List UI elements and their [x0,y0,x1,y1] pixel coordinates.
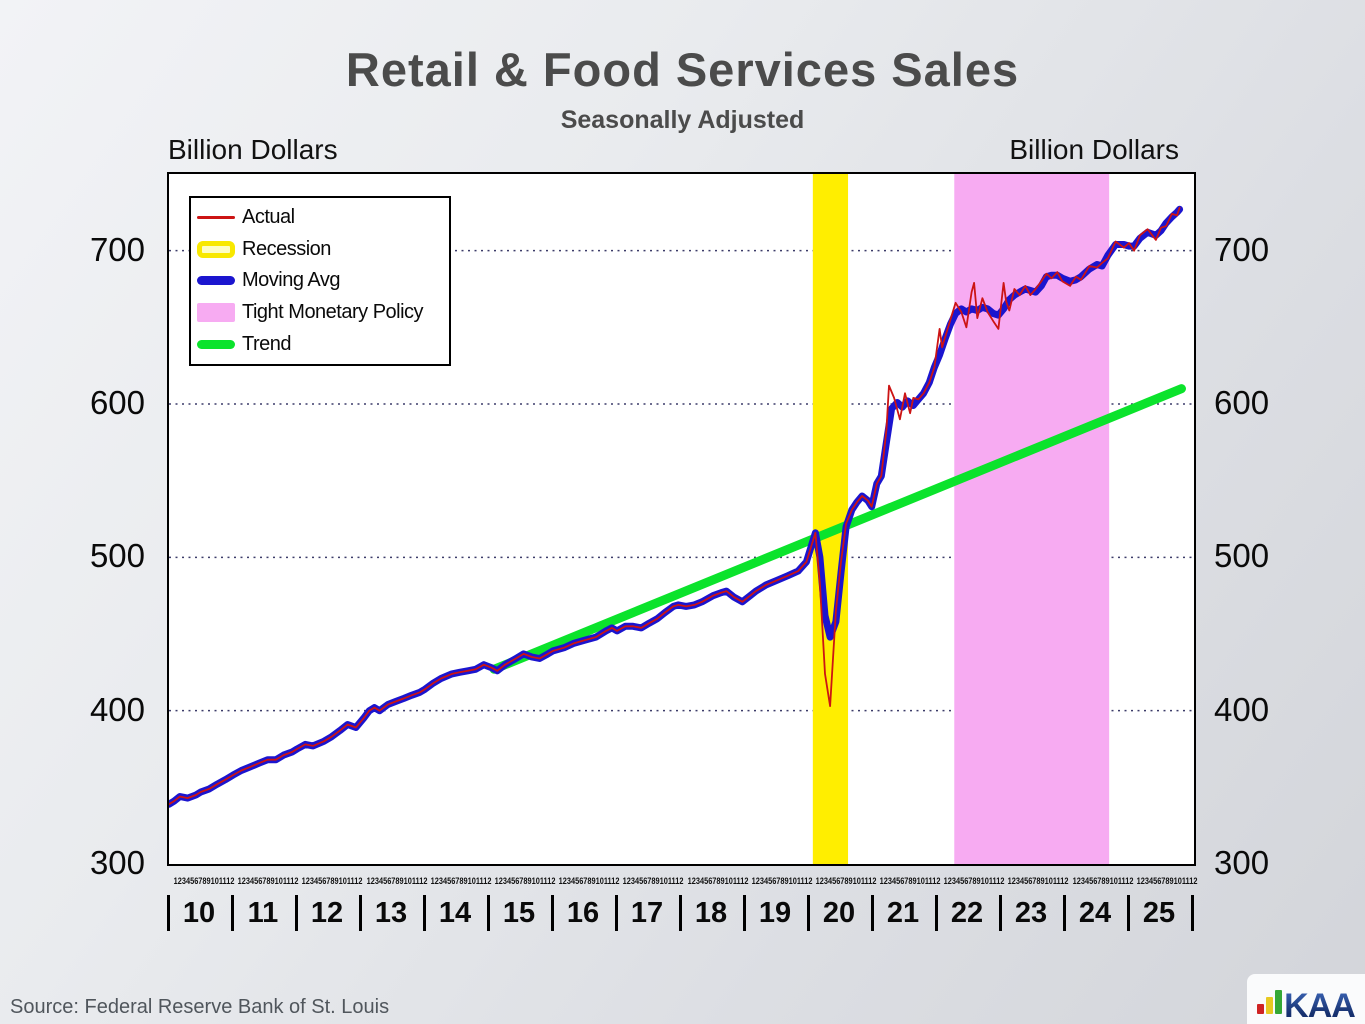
kaa-logo: KAA [1247,974,1365,1024]
plot-area [167,172,1196,866]
year-tick [679,895,682,931]
year-tick [1063,895,1066,931]
legend-item-recession: Recession [197,238,443,261]
trend-swatch-icon [197,339,235,349]
legend-item-tight-monetary-policy: Tight Monetary Policy [197,301,443,324]
y-axis-title-left: Billion Dollars [168,134,338,165]
recession-swatch-icon [197,240,235,258]
year-tick [487,895,490,931]
month-numbers: 123456789101112 [366,876,427,886]
month-numbers: 123456789101112 [943,876,1005,886]
year-tick [807,895,810,931]
legend-item-moving-avg: Moving Avg [197,269,443,292]
month-numbers: 123456789101112 [1008,876,1069,886]
year-tick [935,895,938,931]
tight-monetary-policy-swatch-icon [197,303,235,323]
year-tick [743,895,746,931]
y-tick-left-600: 600 [89,384,145,421]
legend-label: Recession [242,237,331,260]
year-label-10: 10 [182,897,216,929]
month-numbers: 123456789101112 [622,876,684,886]
year-label-13: 13 [374,897,408,929]
month-numbers: 123456789101112 [751,876,813,886]
actual-line [169,206,1181,806]
year-tick [871,895,874,931]
year-tick [615,895,618,931]
year-tick [423,895,426,931]
year-label-12: 12 [310,897,344,929]
year-tick [999,895,1002,931]
month-numbers: 123456789101112 [687,876,748,886]
year-label-17: 17 [630,897,664,929]
y-axis-title-right: Billion Dollars [1009,134,1179,165]
month-numbers: 123456789101112 [1136,876,1198,886]
year-label-23: 23 [1014,897,1048,929]
legend-label: Trend [242,332,292,355]
recession-band [812,174,849,864]
tight-monetary-policy-band [954,174,1110,864]
logo-text: KAA [1284,986,1356,1024]
y-tick-left-300: 300 [89,844,145,881]
logo-bar [1275,990,1283,1014]
year-label-25: 25 [1142,897,1176,929]
year-label-18: 18 [694,897,728,929]
year-tick [1127,895,1130,931]
y-tick-right-500: 500 [1214,537,1270,575]
year-label-22: 22 [950,897,984,929]
legend: Actual Recession Moving Avg Tight Monetary … [189,196,451,366]
year-label-21: 21 [886,897,920,929]
y-tick-right-400: 400 [1214,690,1270,728]
y-tick-right-300: 300 [1214,844,1270,881]
month-numbers: 123456789101112 [173,876,235,886]
year-label-11: 11 [247,897,279,929]
legend-label: Moving Avg [242,269,341,292]
chart-title: Retail & Food Services Sales [345,43,1020,96]
year-tick [1191,895,1194,931]
month-numbers: 123456789101112 [237,876,299,886]
moving-avg-swatch-icon [197,276,235,286]
month-numbers: 123456789101112 [430,876,492,886]
chart-canvas [169,174,1194,864]
y-tick-left-500: 500 [89,537,145,575]
y-tick-left-400: 400 [89,690,145,728]
year-tick [295,895,298,931]
trend-line [489,384,1186,674]
year-label-16: 16 [566,897,600,929]
year-label-19: 19 [758,897,792,929]
y-tick-right-700: 700 [1214,230,1270,268]
bar-chart-icon [1257,990,1283,1014]
legend-label: Tight Monetary Policy [242,301,424,324]
year-tick [167,895,170,931]
month-numbers: 123456789101112 [879,876,941,886]
month-numbers: 123456789101112 [302,876,363,886]
legend-item-actual: Actual [197,206,443,229]
year-label-15: 15 [502,897,536,929]
y-tick-right-600: 600 [1214,384,1270,421]
legend-item-trend: Trend [197,333,443,356]
year-label-14: 14 [438,897,472,929]
month-numbers: 123456789101112 [1072,876,1134,886]
chart-subtitle: Seasonally Adjusted [560,106,805,134]
month-numbers: 123456789101112 [815,876,877,886]
source-note: Source: Federal Reserve Bank of St. Loui… [10,996,390,1018]
logo-bar [1257,1004,1265,1014]
year-tick [551,895,554,931]
x-axis-month-strip: 123456789101112 123456789101112 1234567891… [167,876,1198,886]
y-tick-left-700: 700 [89,230,145,268]
logo-bar [1266,997,1274,1014]
legend-label: Actual [242,206,295,229]
month-numbers: 123456789101112 [558,876,620,886]
year-label-24: 24 [1078,897,1112,929]
actual-swatch-icon [197,216,235,220]
year-tick [231,895,234,931]
year-label-20: 20 [822,897,856,929]
year-tick [359,895,362,931]
month-numbers: 123456789101112 [494,876,556,886]
